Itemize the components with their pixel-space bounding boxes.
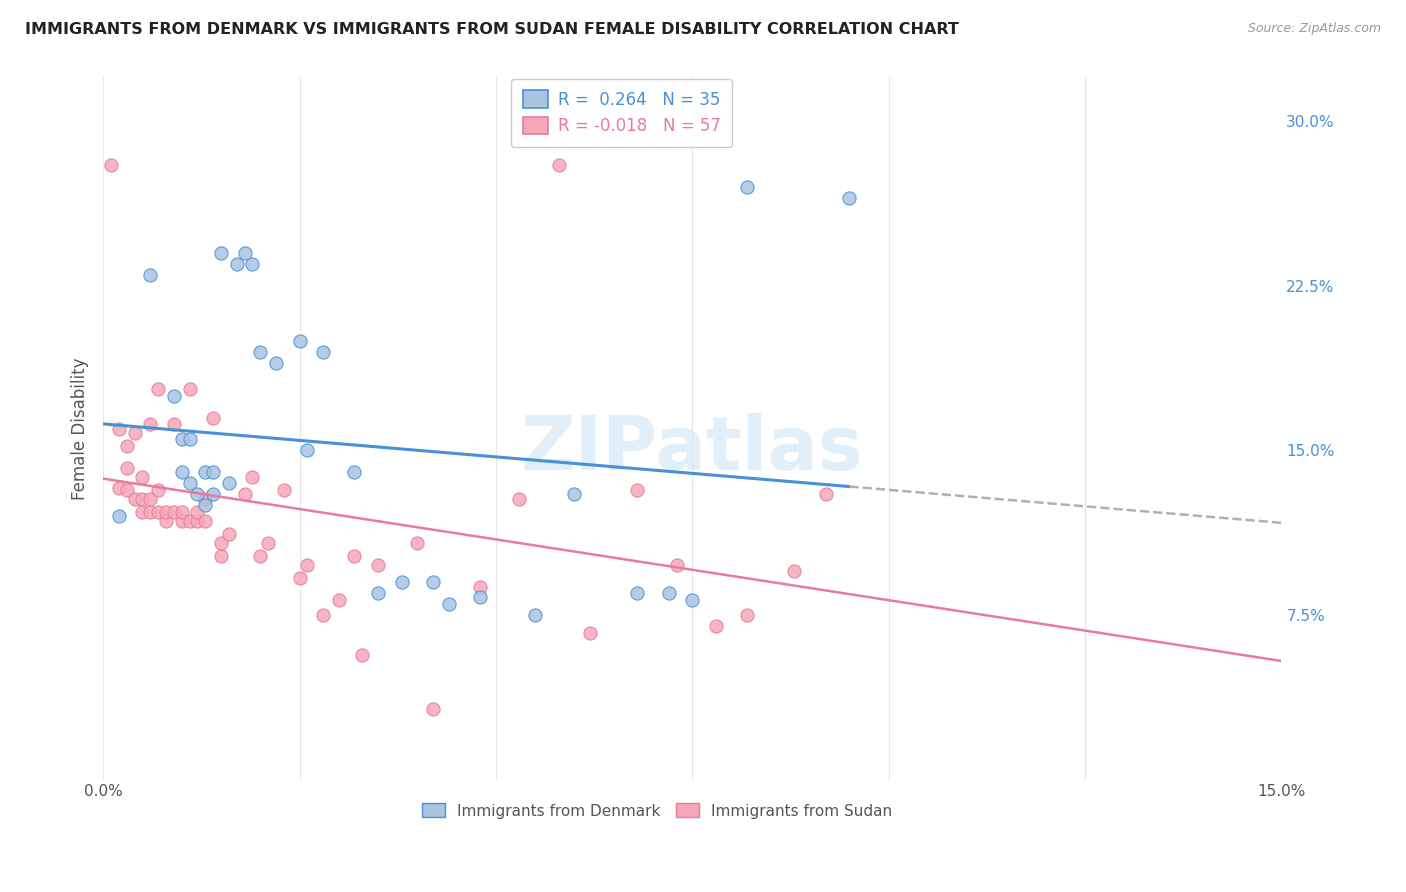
Point (704, 619, 727, 633)
Point (312, 344, 335, 359)
Point (658, 586, 681, 600)
Point (139, 505, 162, 519)
Point (179, 382, 201, 396)
Point (194, 466, 217, 480)
Point (163, 417, 186, 431)
Point (240, 257, 263, 271)
Point (225, 257, 247, 271)
Point (124, 491, 146, 506)
Point (186, 514, 208, 528)
Point (367, 558, 389, 572)
Point (257, 535, 280, 549)
Point (170, 514, 193, 528)
Point (297, 443, 319, 458)
Point (202, 466, 225, 480)
Point (264, 356, 287, 370)
Point (218, 526, 240, 541)
Point (163, 389, 186, 403)
Point (209, 549, 232, 563)
Point (391, 575, 413, 590)
Point (209, 246, 232, 260)
Point (328, 592, 350, 607)
Point (155, 514, 177, 528)
Point (665, 558, 688, 572)
Point (179, 476, 201, 491)
Point (163, 505, 186, 519)
Y-axis label: Female Disability: Female Disability (72, 358, 89, 500)
Point (170, 466, 193, 480)
Point (564, 487, 586, 501)
Point (626, 483, 648, 497)
Point (179, 514, 201, 528)
Text: ZIPatlas: ZIPatlas (522, 413, 863, 486)
Point (681, 592, 703, 607)
Point (626, 586, 648, 600)
Point (579, 625, 602, 640)
Point (437, 597, 460, 611)
Point (783, 564, 806, 578)
Point (146, 382, 169, 396)
Point (288, 334, 311, 348)
Point (343, 549, 366, 563)
Point (297, 558, 319, 572)
Point (209, 535, 232, 549)
Point (312, 608, 335, 623)
Point (108, 509, 131, 524)
Point (814, 487, 837, 501)
Point (108, 421, 131, 435)
Point (131, 505, 153, 519)
Point (524, 608, 547, 623)
Point (115, 439, 138, 453)
Legend: Immigrants from Denmark, Immigrants from Sudan: Immigrants from Denmark, Immigrants from… (416, 797, 898, 824)
Point (131, 491, 153, 506)
Point (470, 591, 492, 605)
Point (194, 499, 217, 513)
Point (249, 549, 271, 563)
Point (367, 586, 389, 600)
Point (343, 466, 366, 480)
Point (108, 481, 131, 495)
Point (422, 702, 444, 716)
Point (202, 487, 225, 501)
Point (194, 514, 217, 528)
Point (146, 505, 169, 519)
Point (202, 410, 225, 425)
Point (233, 487, 256, 501)
Point (547, 158, 569, 172)
Point (249, 344, 271, 359)
Point (194, 491, 217, 506)
Point (155, 505, 177, 519)
Point (146, 483, 169, 497)
Point (240, 470, 263, 484)
Point (186, 505, 208, 519)
Point (735, 608, 758, 623)
Point (115, 461, 138, 475)
Point (838, 191, 860, 205)
Point (170, 433, 193, 447)
Point (406, 535, 429, 549)
Point (139, 417, 162, 431)
Point (508, 491, 530, 506)
Text: IMMIGRANTS FROM DENMARK VS IMMIGRANTS FROM SUDAN FEMALE DISABILITY CORRELATION C: IMMIGRANTS FROM DENMARK VS IMMIGRANTS FR… (25, 22, 959, 37)
Point (422, 575, 444, 590)
Point (115, 483, 138, 497)
Point (186, 487, 208, 501)
Point (139, 491, 162, 506)
Point (470, 580, 492, 594)
Point (218, 476, 240, 491)
Point (170, 505, 193, 519)
Text: Source: ZipAtlas.com: Source: ZipAtlas.com (1247, 22, 1381, 36)
Point (735, 180, 758, 194)
Point (288, 571, 311, 585)
Point (273, 483, 295, 497)
Point (233, 246, 256, 260)
Point (100, 158, 122, 172)
Point (352, 648, 374, 662)
Point (124, 425, 146, 440)
Point (131, 470, 153, 484)
Point (139, 268, 162, 282)
Point (179, 433, 201, 447)
